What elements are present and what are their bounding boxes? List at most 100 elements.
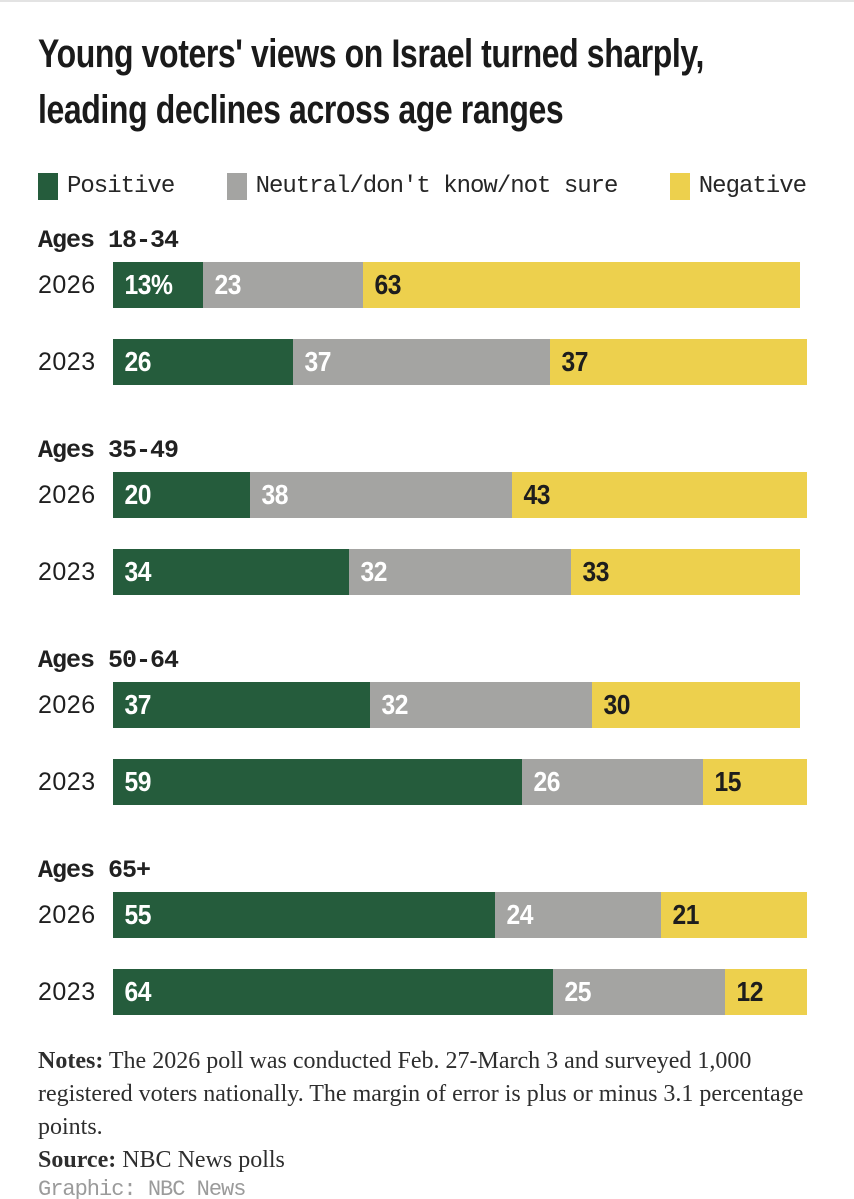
bar-value-label: 33 (582, 556, 610, 587)
bar-row: 2026 13% 23 63 (38, 262, 806, 308)
age-group-label: Ages 65+ (38, 856, 151, 885)
year-label: 2026 (38, 900, 96, 929)
bar-segment-neutral: 32 (348, 549, 572, 595)
bar-value-label: 59 (124, 766, 151, 797)
legend-label-negative: Negative (698, 172, 807, 200)
stacked-bar: 37 32 30 (113, 682, 807, 728)
bar-segment-positive: 64 (113, 969, 553, 1015)
bar-segment-neutral: 24 (494, 892, 662, 938)
bar-value-label: 37 (304, 346, 332, 377)
bar-segment-negative: 33 (571, 549, 801, 595)
age-group-section: Ages 50-64 2026 37 32 30 2023 59 26 15 (38, 646, 807, 805)
negative-swatch-icon (669, 172, 690, 200)
bar-value-label: 12 (735, 976, 763, 1007)
notes-block: Notes: The 2026 poll was conducted Feb. … (38, 1045, 806, 1199)
legend-item-negative: Negative (669, 172, 807, 200)
stacked-bar: 26 37 37 (113, 339, 807, 385)
bar-value-label: 37 (124, 689, 151, 720)
age-group-label: Ages 18-34 (38, 226, 179, 255)
bar-row: 2023 64 25 12 (38, 969, 807, 1015)
bar-segment-positive: 13% (113, 262, 204, 308)
age-group-section: Ages 18-34 2026 13% 23 63 2023 26 37 37 (38, 226, 807, 385)
age-group-label: Ages 50-64 (38, 646, 179, 675)
notes-text: Notes: The 2026 poll was conducted Feb. … (38, 1045, 806, 1144)
bar-segment-negative: 43 (511, 472, 807, 518)
source-body: NBC News polls (122, 1147, 285, 1173)
bar-value-label: 26 (533, 766, 561, 797)
bar-row: 2023 26 37 37 (38, 339, 807, 385)
bar-value-label: 30 (603, 689, 630, 720)
bar-segment-positive: 37 (113, 682, 370, 728)
bar-segment-negative: 63 (362, 262, 801, 308)
source-label: Source: (38, 1147, 117, 1173)
bar-value-label: 25 (564, 976, 591, 1007)
bar-value-label: 13% (124, 269, 173, 300)
bar-value-label: 63 (374, 269, 401, 300)
bar-value-label: 55 (124, 899, 151, 930)
bar-value-label: 21 (672, 899, 700, 930)
bar-value-label: 20 (124, 479, 151, 510)
bar-row: 2026 55 24 21 (38, 892, 807, 938)
stacked-bar: 55 24 21 (113, 892, 807, 938)
bar-segment-negative: 30 (591, 682, 801, 728)
stacked-bar: 64 25 12 (113, 969, 807, 1015)
age-group-section: Ages 65+ 2026 55 24 21 2023 64 25 12 (38, 856, 807, 1015)
legend-item-positive: Positive (38, 172, 175, 200)
year-label: 2023 (38, 977, 96, 1006)
positive-swatch-icon (38, 172, 58, 200)
age-group-section: Ages 35-49 2026 20 38 43 2023 34 32 33 (38, 436, 807, 595)
stacked-bar: 34 32 33 (113, 549, 807, 595)
bar-value-label: 23 (214, 269, 242, 300)
legend-label-neutral: Neutral/don't know/not sure (255, 172, 619, 200)
notes-body: The 2026 poll was conducted Feb. 27-Marc… (38, 1048, 804, 1140)
chart-legend: Positive Neutral/don't know/not sure Neg… (38, 172, 807, 200)
bar-row: 2026 20 38 43 (38, 472, 807, 518)
bar-value-label: 43 (522, 479, 550, 510)
bar-row: 2023 34 32 33 (38, 549, 806, 595)
bar-value-label: 37 (561, 346, 589, 377)
year-label: 2026 (38, 270, 96, 299)
chart-title: Young voters' views on Israel turned sha… (38, 26, 704, 138)
bar-segment-positive: 26 (113, 339, 294, 385)
bar-segment-negative: 15 (702, 759, 807, 805)
bar-segment-neutral: 32 (369, 682, 592, 728)
bar-row: 2023 59 26 15 (38, 759, 807, 805)
year-label: 2026 (38, 480, 96, 509)
bar-value-label: 34 (124, 556, 151, 587)
bar-segment-neutral: 37 (293, 339, 551, 385)
legend-item-neutral: Neutral/don't know/not sure (226, 172, 619, 200)
stacked-bar: 13% 23 63 (113, 262, 807, 308)
bar-segment-neutral: 38 (250, 472, 512, 518)
year-label: 2026 (38, 690, 96, 719)
chart-title-line1: Young voters' views on Israel turned sha… (38, 32, 704, 76)
bar-segment-neutral: 25 (552, 969, 725, 1015)
bar-row: 2026 37 32 30 (38, 682, 806, 728)
year-label: 2023 (38, 347, 96, 376)
stacked-bar: 20 38 43 (113, 472, 807, 518)
source-text: Source: NBC News polls (38, 1144, 806, 1176)
graphic-credit: Graphic: NBC News (38, 1177, 246, 1199)
bar-segment-neutral: 23 (203, 262, 363, 308)
year-label: 2023 (38, 557, 96, 586)
bar-segment-positive: 34 (113, 549, 349, 595)
bar-value-label: 26 (124, 346, 151, 377)
year-label: 2023 (38, 767, 96, 796)
bar-segment-neutral: 26 (522, 759, 703, 805)
bar-segment-negative: 12 (724, 969, 807, 1015)
notes-label: Notes: (38, 1048, 104, 1074)
bar-value-label: 32 (381, 689, 408, 720)
bar-segment-positive: 59 (113, 759, 523, 805)
bar-segment-negative: 21 (661, 892, 807, 938)
bar-value-label: 32 (360, 556, 387, 587)
neutral-swatch-icon (226, 172, 247, 200)
bar-value-label: 64 (124, 976, 151, 1007)
bar-value-label: 15 (714, 766, 741, 797)
bar-value-label: 38 (261, 479, 289, 510)
legend-label-positive: Positive (67, 172, 175, 200)
stacked-bar: 59 26 15 (113, 759, 807, 805)
stacked-bar-chart: Ages 18-34 2026 13% 23 63 2023 26 37 37 Ages 35-4… (38, 226, 807, 1015)
bar-segment-positive: 20 (113, 472, 251, 518)
age-group-label: Ages 35-49 (38, 436, 179, 465)
chart-title-line2: leading declines across age ranges (38, 88, 564, 132)
